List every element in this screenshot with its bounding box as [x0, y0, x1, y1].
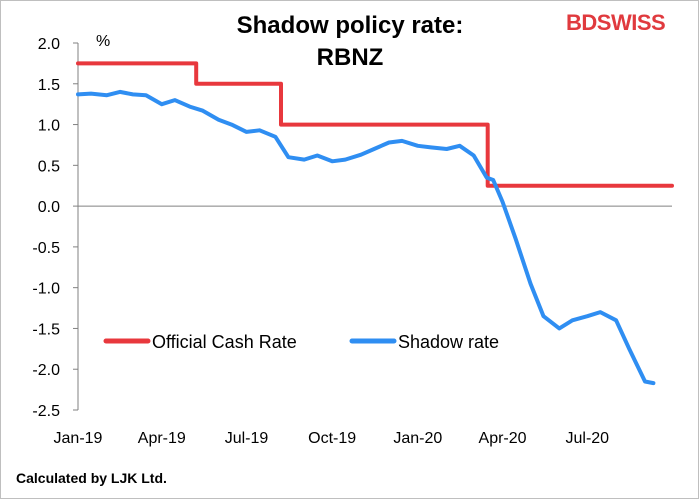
chart-title-line2: RBNZ: [316, 44, 384, 71]
y-tick-label: -1.5: [32, 321, 60, 338]
legend-label: Official Cash Rate: [152, 332, 297, 352]
chart-title-line1: Shadow policy rate:: [236, 12, 464, 39]
y-tick-label: 2.0: [38, 36, 60, 53]
bdswiss-logo: BDSWISS: [566, 10, 666, 35]
x-tick-label: Jul-20: [565, 430, 609, 447]
x-tick-label: Jul-19: [225, 430, 269, 447]
legend: Official Cash Rate Shadow rate: [103, 332, 499, 352]
series-lines: [76, 61, 674, 386]
official-cash-rate-line: [76, 61, 674, 188]
x-tick-label: Apr-19: [138, 430, 186, 447]
footer-note: Calculated by LJK Ltd.: [16, 470, 167, 486]
x-tick-label: Jan-19: [54, 430, 103, 447]
x-tick-label: Apr-20: [479, 430, 527, 447]
y-tick-label: -2.0: [32, 362, 60, 379]
legend-label: Shadow rate: [398, 332, 499, 352]
y-axis-unit-label: %: [96, 33, 110, 50]
shadow-rate-line: [76, 89, 656, 386]
x-tick-label: Oct-19: [308, 430, 356, 447]
y-tick-label: -2.5: [32, 403, 60, 420]
y-tick-label: 1.5: [38, 77, 60, 94]
y-tick-label: 0.0: [38, 199, 60, 216]
y-axis-ticks: 2.0 1.5 1.0 0.5 0.0 -0.5 -1.0 -1.5 -2.0 -2.5: [32, 36, 79, 420]
x-tick-label: Jan-20: [393, 430, 442, 447]
x-axis-ticks: Jan-19 Apr-19 Jul-19 Oct-19 Jan-20 Apr-20 Jul-…: [54, 205, 672, 447]
y-tick-label: -1.0: [32, 281, 60, 298]
chart-title: Shadow policy rate: RBNZ: [180, 10, 520, 74]
y-tick-label: -0.5: [32, 240, 60, 257]
y-tick-label: 1.0: [38, 118, 60, 135]
y-tick-label: 0.5: [38, 158, 60, 175]
